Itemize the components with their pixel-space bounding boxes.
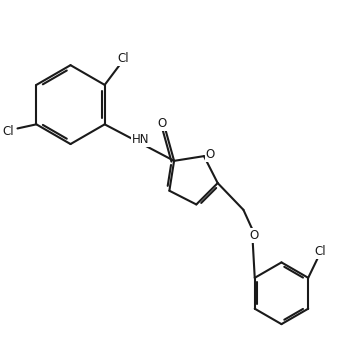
Text: O: O xyxy=(249,229,258,242)
Text: O: O xyxy=(158,117,167,130)
Text: Cl: Cl xyxy=(118,52,129,64)
Text: Cl: Cl xyxy=(315,245,327,258)
Text: O: O xyxy=(206,148,215,161)
Text: HN: HN xyxy=(132,133,150,146)
Text: Cl: Cl xyxy=(2,125,14,138)
